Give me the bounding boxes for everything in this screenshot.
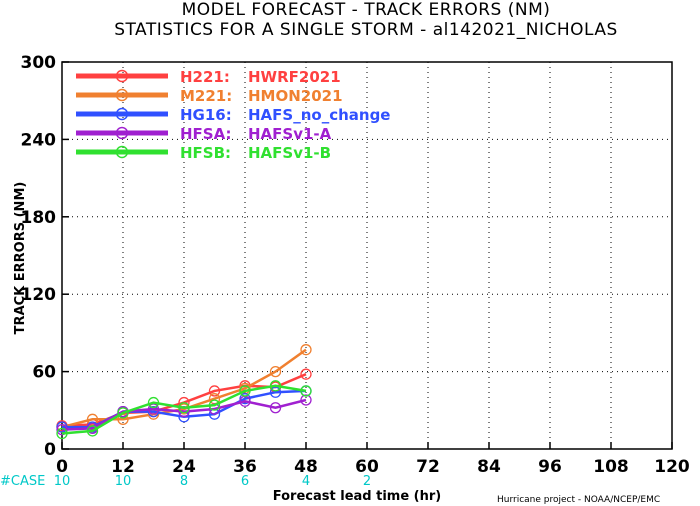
data-point xyxy=(269,386,282,398)
x-tick-label: 36 xyxy=(233,457,257,477)
legend-name: HAFS_no_change xyxy=(248,106,390,124)
x-tick-label: 120 xyxy=(654,457,690,477)
legend-marker xyxy=(115,69,129,83)
y-axis-label: TRACK ERRORS (NM) xyxy=(13,182,28,335)
data-point xyxy=(56,423,68,436)
data-point xyxy=(269,402,282,414)
x-tick-label: 108 xyxy=(593,457,629,477)
y-tick-label: 180 xyxy=(21,208,57,228)
case-counts: 10 10 8 6 4 2 xyxy=(54,474,371,489)
data-point xyxy=(208,385,221,397)
legend-marker xyxy=(115,107,129,121)
x-tick-label: 72 xyxy=(416,457,440,477)
case-count-label: #CASE xyxy=(0,474,45,489)
data-point xyxy=(147,403,160,415)
series-line xyxy=(61,384,307,435)
grid xyxy=(62,62,672,449)
data-point xyxy=(239,385,251,397)
x-tick-label: 24 xyxy=(172,457,196,477)
data-point xyxy=(117,407,129,419)
x-axis-label: Forecast lead time (hr) xyxy=(273,489,441,504)
legend-name: HAFSv1-A xyxy=(248,125,332,143)
series-line xyxy=(61,348,307,429)
data-point xyxy=(147,396,160,409)
legend-code: M221: xyxy=(180,87,232,105)
legend-name: HAFSv1-B xyxy=(248,144,331,162)
data-point xyxy=(300,344,312,356)
data-point xyxy=(300,368,312,380)
legend-code: HFSA: xyxy=(180,125,232,143)
legend-item: HG16: HAFS_no_change xyxy=(76,106,390,124)
data-point xyxy=(178,402,190,414)
legend-name: HWRF2021 xyxy=(248,68,341,86)
data-point xyxy=(86,413,99,425)
series-group xyxy=(56,344,312,440)
legend-code: HFSB: xyxy=(180,144,231,162)
chart-subtitle: STATISTICS FOR A SINGLE STORM - al142021… xyxy=(114,20,618,40)
legend-marker xyxy=(115,126,129,140)
x-tick-label: 12 xyxy=(111,457,135,477)
y-tick-labels: 0 60 120 180 240 300 xyxy=(21,53,69,460)
legend: H221: HWRF2021 M221: HMON2021 HG16: HAFS_no_c… xyxy=(76,68,390,162)
case-count: 2 xyxy=(363,474,371,489)
case-count: 10 xyxy=(115,474,132,489)
legend-item: HFSB: HAFSv1-B xyxy=(76,144,331,162)
case-count: 10 xyxy=(54,474,71,489)
legend-code: H221: xyxy=(180,68,230,86)
data-point xyxy=(300,385,312,397)
case-count: 6 xyxy=(241,474,249,489)
x-tick-label: 60 xyxy=(355,457,379,477)
y-tick-label: 300 xyxy=(21,53,57,73)
legend-marker xyxy=(115,145,129,159)
x-tick-label: 48 xyxy=(294,457,318,477)
data-point xyxy=(269,380,282,392)
data-point xyxy=(208,399,221,411)
y-tick-label: 0 xyxy=(44,440,56,460)
legend-item: H221: HWRF2021 xyxy=(76,68,341,86)
series-hafsv1-b xyxy=(56,380,312,440)
y-tick-label: 60 xyxy=(32,363,56,383)
y-tick-label: 120 xyxy=(21,285,57,305)
data-point xyxy=(269,365,282,378)
data-point xyxy=(300,394,312,406)
data-point xyxy=(86,425,99,437)
legend-item: HFSA: HAFSv1-A xyxy=(76,125,332,143)
series-line xyxy=(61,398,307,431)
x-tick-label: 0 xyxy=(56,457,68,477)
legend-marker xyxy=(115,88,129,102)
x-tick-label: 96 xyxy=(538,457,562,477)
y-tick-label: 240 xyxy=(21,130,57,150)
case-count: 8 xyxy=(180,474,188,489)
x-tick-label: 84 xyxy=(477,457,501,477)
footer-credit: Hurricane project - NOAA/NCEP/EMC xyxy=(497,495,660,505)
case-count: 4 xyxy=(302,474,310,489)
x-tick-labels: 0 12 24 36 48 60 72 84 96 108 120 xyxy=(56,442,690,477)
data-point xyxy=(56,427,68,440)
legend-code: HG16: xyxy=(180,106,232,124)
legend-item: M221: HMON2021 xyxy=(76,87,343,105)
legend-name: HMON2021 xyxy=(248,87,343,105)
chart-title: MODEL FORECAST - TRACK ERRORS (NM) xyxy=(182,0,551,20)
